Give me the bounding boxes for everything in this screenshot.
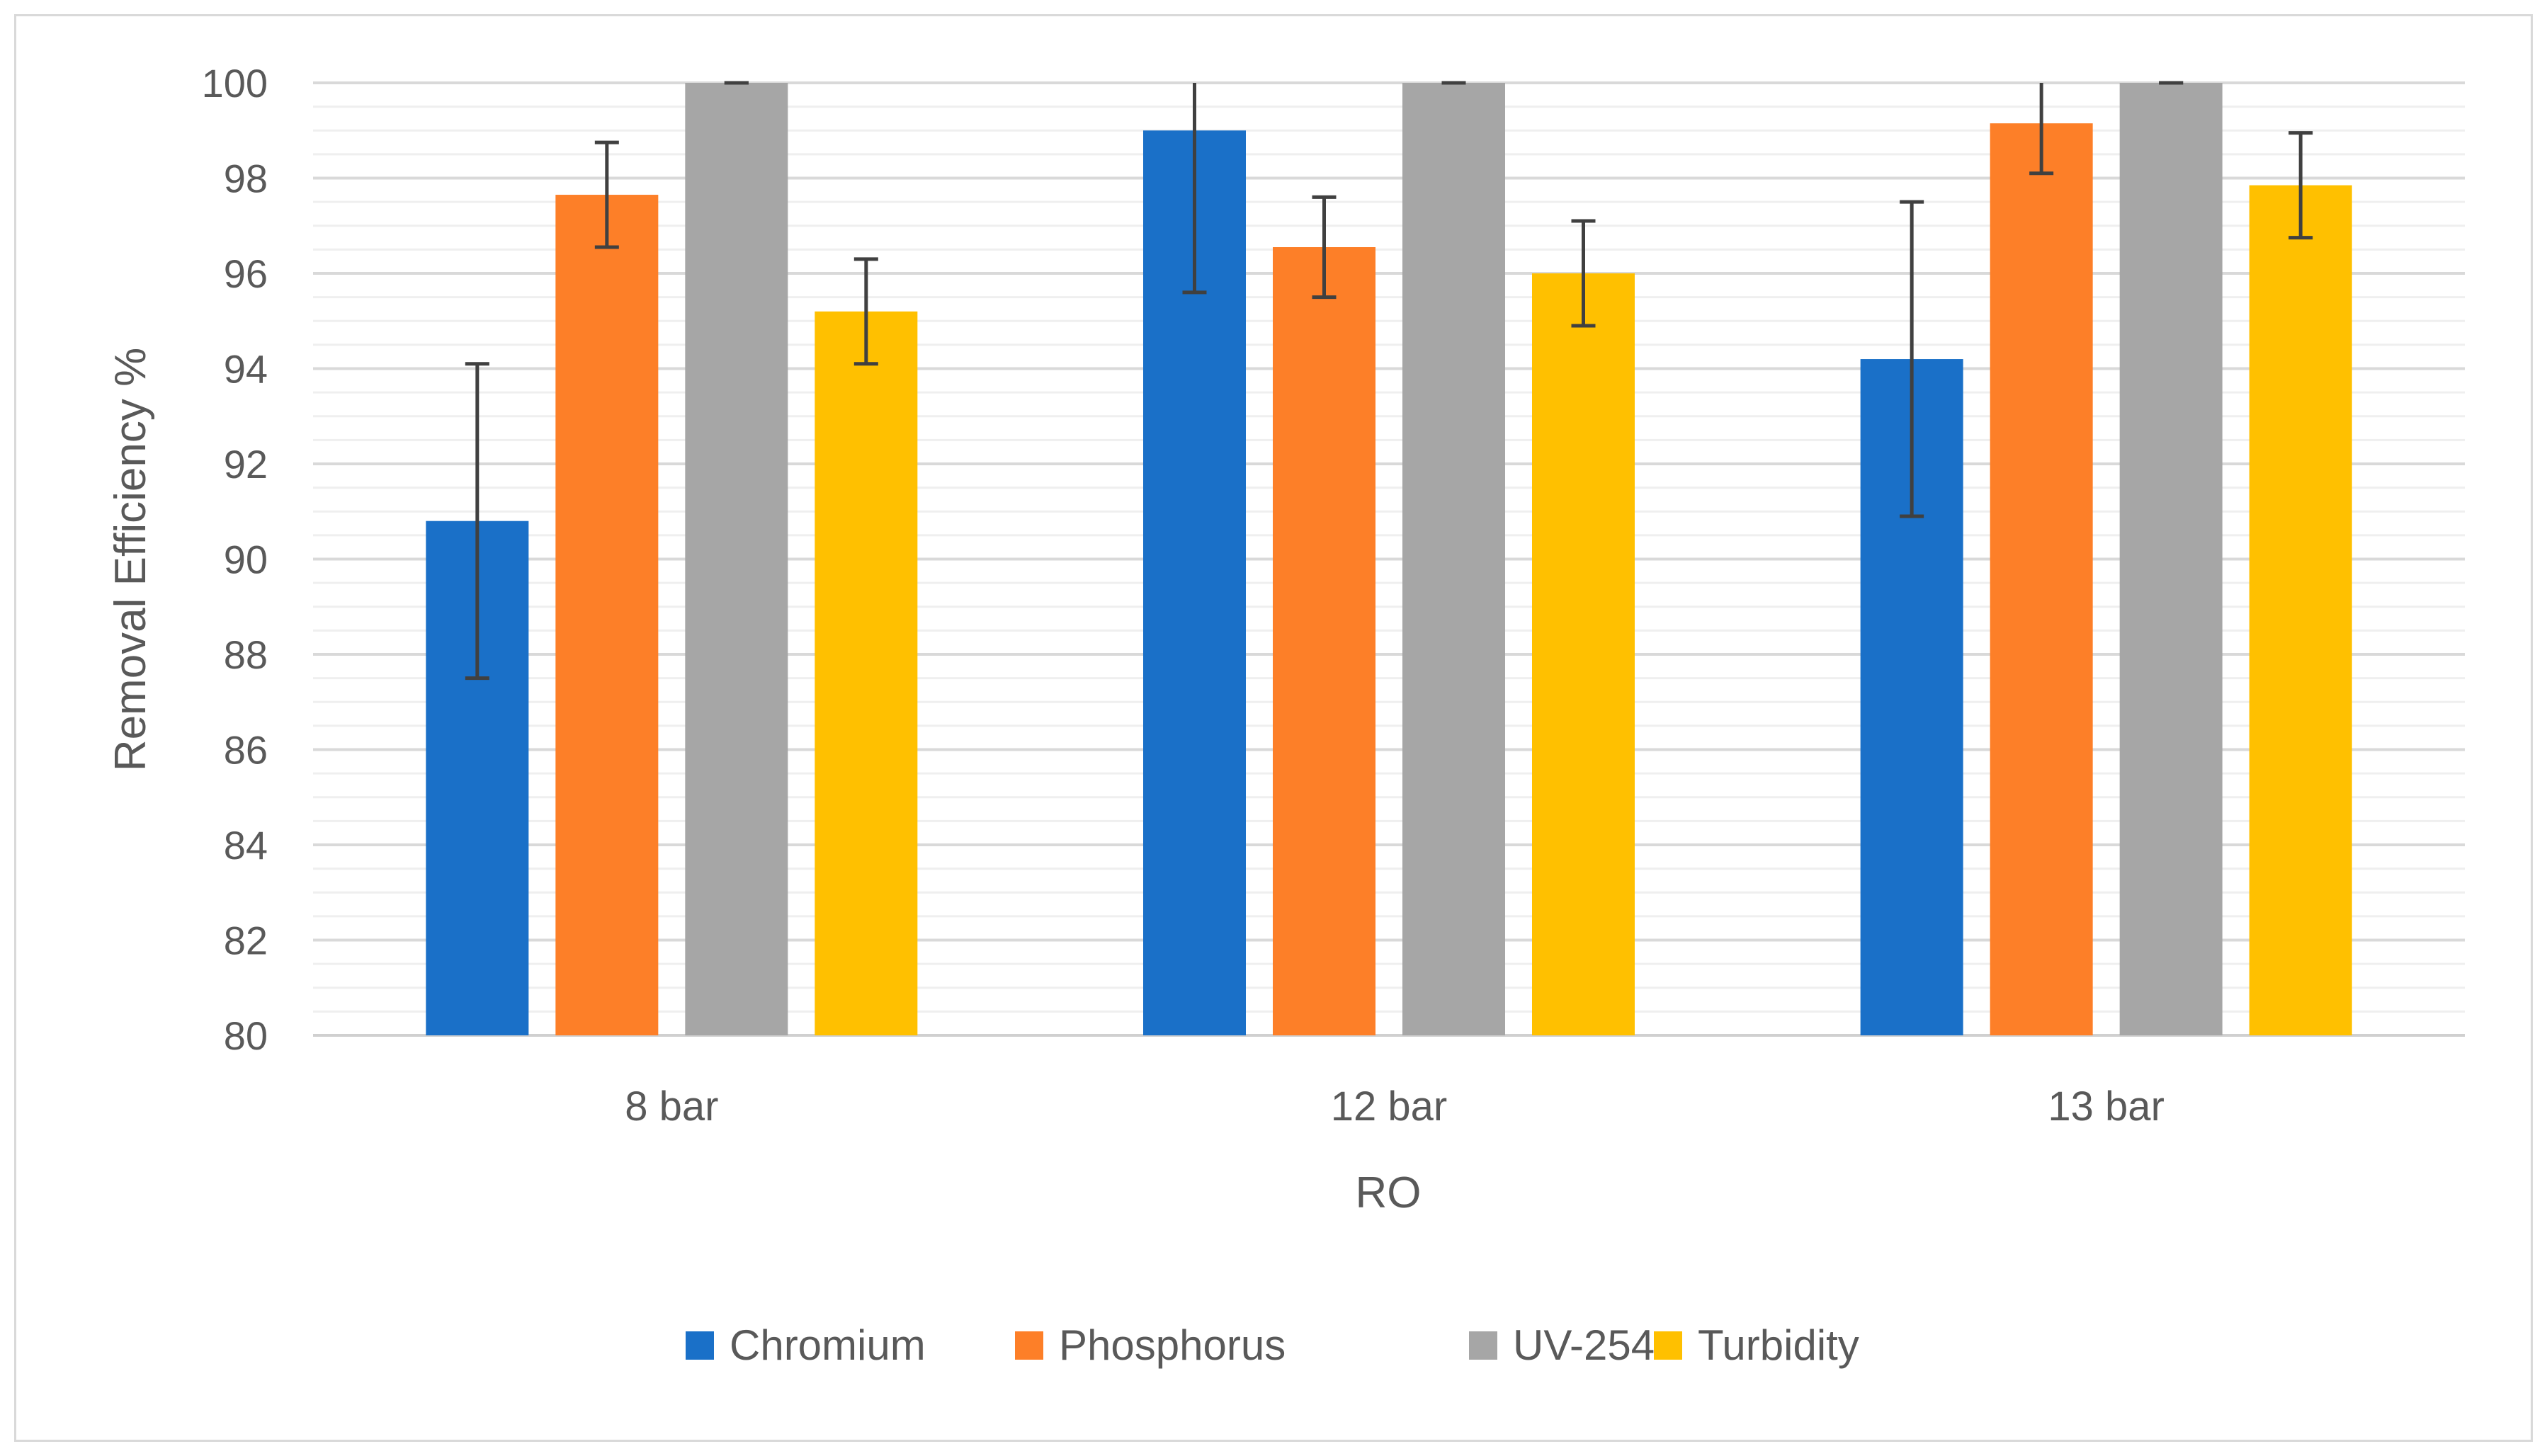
y-tick-label: 94 [224, 347, 268, 392]
y-tick-label: 86 [224, 728, 268, 773]
bar-uv-254-0 [685, 83, 788, 1035]
legend-label: Phosphorus [1059, 1321, 1286, 1369]
bar-turbidity-0 [815, 311, 918, 1035]
error-bar-phosphorus-1 [1312, 195, 1337, 300]
x-tick-label: 8 bar [625, 1084, 718, 1130]
bar-phosphorus-2 [1990, 123, 2093, 1036]
error-bar-turbidity-1 [1571, 219, 1596, 328]
legend-label: Turbidity [1698, 1321, 1859, 1369]
y-tick-label: 92 [224, 442, 268, 487]
error-bar-chromium-2 [1900, 200, 1924, 518]
error-bars [465, 81, 2313, 681]
bar-turbidity-1 [1532, 273, 1635, 1035]
legend-swatch [686, 1331, 714, 1360]
y-tick-label: 84 [224, 823, 268, 868]
legend-swatch [1015, 1331, 1043, 1360]
error-bar-chromium-1 [1182, 83, 1207, 295]
y-axis-title: Removal Efficiency % [106, 348, 155, 771]
legend-item-uv-254: UV-254 [1469, 1321, 1655, 1369]
legend-item-turbidity: Turbidity [1654, 1321, 1859, 1369]
error-bar-turbidity-0 [853, 257, 878, 366]
bar-uv-254-1 [1402, 83, 1505, 1035]
y-tick-label: 80 [224, 1013, 268, 1058]
legend-label: UV-254 [1513, 1321, 1655, 1369]
y-tick-label: 96 [224, 251, 268, 296]
legend-swatch [1469, 1331, 1497, 1360]
major-gridlines [313, 81, 2465, 1037]
error-bar-chromium-0 [465, 362, 489, 681]
x-tick-label: 13 bar [2048, 1084, 2164, 1130]
bar-phosphorus-1 [1273, 247, 1375, 1036]
y-tick-label: 82 [224, 918, 268, 963]
bar-turbidity-2 [2249, 185, 2352, 1035]
y-tick-labels: 80 82 84 86 88 90 92 94 96 98 100 [202, 61, 268, 1058]
legend-swatch [1654, 1331, 1682, 1360]
error-bar-turbidity-2 [2288, 131, 2313, 240]
legend-label: Chromium [730, 1321, 926, 1369]
legend-item-phosphorus: Phosphorus [1015, 1321, 1286, 1369]
y-tick-label: 98 [224, 157, 268, 201]
error-bar-phosphorus-0 [594, 140, 619, 249]
x-tick-labels: 8 bar 12 bar 13 bar [625, 1084, 2165, 1130]
error-bar-phosphorus-2 [2029, 83, 2054, 176]
legend-item-chromium: Chromium [686, 1321, 926, 1369]
bar-phosphorus-0 [555, 195, 659, 1036]
legend: Chromium Phosphorus UV-254 Turbidity [686, 1321, 1859, 1369]
bars [426, 83, 2352, 1036]
bar-uv-254-2 [2119, 83, 2223, 1035]
x-axis-title: RO [1356, 1168, 1422, 1217]
x-tick-label: 12 bar [1331, 1084, 1447, 1130]
y-tick-label: 100 [202, 61, 268, 106]
y-tick-label: 90 [224, 538, 268, 582]
y-tick-label: 88 [224, 632, 268, 677]
